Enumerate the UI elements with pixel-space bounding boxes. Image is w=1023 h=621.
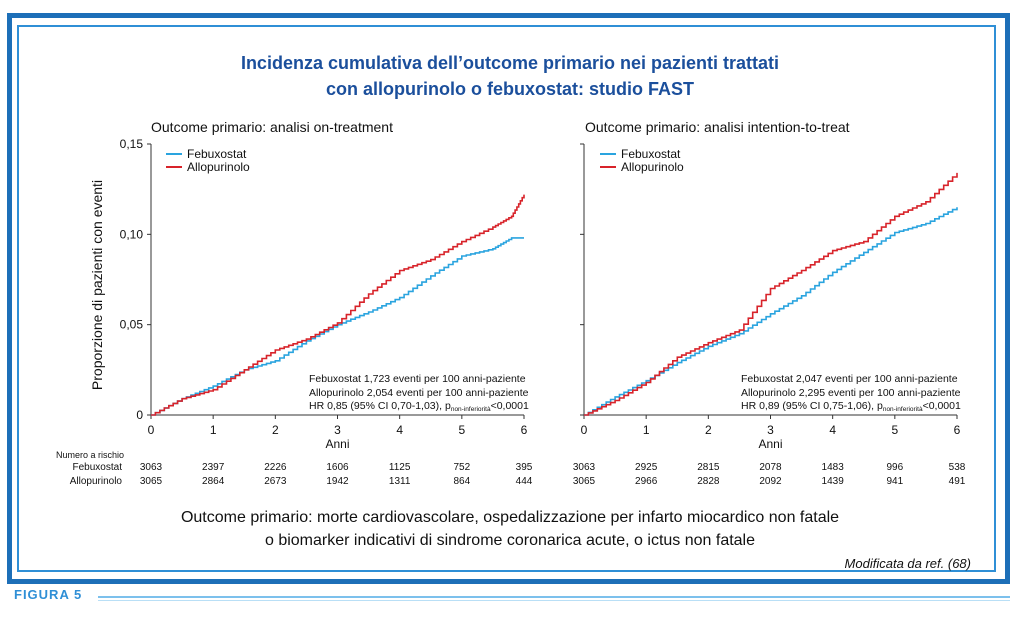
risk-number-febuxostat: 1606 <box>326 462 349 473</box>
risk-table-header: Numero a rischio <box>56 450 125 460</box>
risk-number-allopurinolo: 2092 <box>759 476 782 487</box>
annotation-rate-febuxostat: Febuxostat 2,047 eventi per 100 anni-paz… <box>741 373 958 385</box>
x-tick-label: 2 <box>705 423 712 437</box>
series-line-febuxostat <box>151 237 524 416</box>
annotation-rate-allopurinolo: Allopurinolo 2,054 eventi per 100 anni-p… <box>309 387 529 399</box>
x-tick-label: 5 <box>891 423 898 437</box>
x-tick-label: 0 <box>581 423 588 437</box>
series-line-allopurinolo <box>584 172 958 416</box>
x-tick-label: 4 <box>829 423 836 437</box>
risk-number-febuxostat: 3063 <box>139 462 163 473</box>
x-tick-label: 3 <box>334 423 341 437</box>
legend-label-febuxostat: Febuxostat <box>621 147 681 161</box>
x-tick-label: 5 <box>458 423 465 437</box>
risk-number-febuxostat: 2226 <box>264 462 287 473</box>
y-tick-label: 0 <box>136 408 143 422</box>
y-tick-label: 0,05 <box>120 318 144 332</box>
x-axis-label: Anni <box>325 437 349 451</box>
risk-number-febuxostat: 2815 <box>697 462 720 473</box>
annotation-rate-febuxostat: Febuxostat 1,723 eventi per 100 anni-paz… <box>309 373 526 385</box>
risk-number-allopurinolo: 1942 <box>326 476 349 487</box>
risk-number-allopurinolo: 2828 <box>697 476 720 487</box>
panel-title-on-treatment: Outcome primario: analisi on-treatment <box>151 119 393 135</box>
legend-label-febuxostat: Febuxostat <box>187 147 247 161</box>
risk-number-allopurinolo: 3065 <box>139 476 163 487</box>
risk-number-allopurinolo: 1311 <box>388 476 411 487</box>
caption-line-1: Outcome primario: morte cardiovascolare,… <box>180 509 840 526</box>
x-tick-label: 2 <box>272 423 279 437</box>
risk-label-febuxostat: Febuxostat <box>72 462 122 473</box>
risk-number-febuxostat: 996 <box>886 462 904 473</box>
outcome-caption: Outcome primario: morte cardiovascolare,… <box>100 506 920 552</box>
y-tick-label: 0,10 <box>120 227 144 241</box>
figure-label-rule-thin <box>98 600 1010 601</box>
legend-label-allopurinolo: Allopurinolo <box>187 160 250 174</box>
risk-number-allopurinolo: 444 <box>515 476 533 487</box>
risk-number-allopurinolo: 2864 <box>202 476 225 487</box>
risk-number-febuxostat: 538 <box>948 462 966 473</box>
legend-label-allopurinolo: Allopurinolo <box>621 160 684 174</box>
series-line-febuxostat <box>584 207 958 416</box>
annotation-rate-allopurinolo: Allopurinolo 2,295 eventi per 100 anni-p… <box>741 387 961 399</box>
x-axis-label: Anni <box>758 437 782 451</box>
y-tick-label: 0,15 <box>120 137 144 151</box>
risk-number-allopurinolo: 941 <box>886 476 904 487</box>
caption-line-2: o biomarker indicativi di sindrome coron… <box>264 532 756 549</box>
risk-number-allopurinolo: 2673 <box>264 476 287 487</box>
figure-title-line-2: con allopurinolo o febuxostat: studio FA… <box>326 79 694 99</box>
risk-number-febuxostat: 2925 <box>635 462 658 473</box>
figure-title-line-1: Incidenza cumulativa dell’outcome primar… <box>240 53 780 73</box>
risk-number-allopurinolo: 864 <box>453 476 471 487</box>
risk-number-allopurinolo: 2966 <box>635 476 658 487</box>
series-line-allopurinolo <box>151 194 525 416</box>
inner-frame <box>17 25 996 572</box>
risk-number-febuxostat: 2078 <box>759 462 782 473</box>
x-tick-label: 4 <box>396 423 403 437</box>
risk-label-allopurinolo: Allopurinolo <box>69 476 122 487</box>
annotation-hazard-ratio: HR 0,89 (95% CI 0,75-1,06), pnon-inferio… <box>741 400 961 413</box>
figure-label-rule <box>98 596 1010 598</box>
risk-number-febuxostat: 2397 <box>202 462 225 473</box>
figure-label: FIGURA 5 <box>14 587 83 602</box>
x-tick-label: 1 <box>210 423 217 437</box>
risk-number-febuxostat: 1125 <box>388 462 411 473</box>
x-tick-label: 6 <box>521 423 528 437</box>
annotation-hazard-ratio: HR 0,85 (95% CI 0,70-1,03), pnon-inferio… <box>309 400 529 413</box>
panel-title-intention-to-treat: Outcome primario: analisi intention-to-t… <box>585 119 850 135</box>
x-tick-label: 3 <box>767 423 774 437</box>
figure-title: Incidenza cumulativa dell’outcome primar… <box>120 50 900 102</box>
risk-number-febuxostat: 1483 <box>821 462 844 473</box>
outer-frame <box>7 13 1010 584</box>
risk-number-febuxostat: 3063 <box>572 462 596 473</box>
risk-number-febuxostat: 752 <box>453 462 471 473</box>
risk-number-allopurinolo: 1439 <box>821 476 844 487</box>
x-tick-label: 6 <box>954 423 961 437</box>
x-tick-label: 0 <box>148 423 155 437</box>
risk-number-allopurinolo: 491 <box>948 476 966 487</box>
source-note: Modificata da ref. (68) <box>844 556 971 571</box>
x-tick-label: 1 <box>643 423 650 437</box>
risk-number-allopurinolo: 3065 <box>572 476 596 487</box>
risk-number-febuxostat: 395 <box>515 462 533 473</box>
